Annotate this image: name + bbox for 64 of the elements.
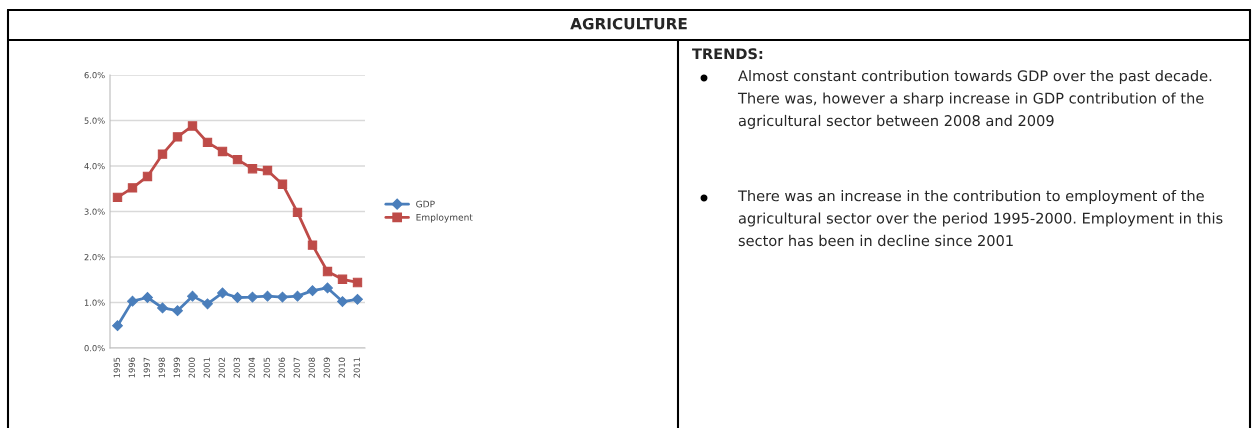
point <box>172 305 183 317</box>
point <box>142 292 153 303</box>
x-tick-label: 1996 <box>128 357 135 378</box>
x-tick-label: 2002 <box>218 357 225 378</box>
point <box>202 137 213 148</box>
y-tick-label: 3.0% <box>84 208 105 215</box>
point <box>202 298 213 310</box>
point <box>307 240 318 250</box>
point <box>187 121 198 131</box>
y-tick-label: 2.0% <box>84 253 105 261</box>
point <box>127 183 138 193</box>
x-tick-label: 2003 <box>233 357 240 378</box>
point <box>352 277 363 288</box>
x-tick-label: 2001 <box>203 357 210 378</box>
legend-label: Employment <box>416 213 473 223</box>
x-tick-label: 2007 <box>293 357 300 378</box>
x-tick-label: 1998 <box>158 357 165 378</box>
point <box>112 320 123 332</box>
point <box>322 282 333 294</box>
point <box>247 164 258 174</box>
x-tick-label: 2011 <box>353 357 360 378</box>
point <box>262 290 273 302</box>
x-tick-label: 2005 <box>263 357 270 378</box>
x-tick-label: 2010 <box>338 357 345 378</box>
x-tick-label: 1999 <box>173 357 180 378</box>
point <box>157 302 168 314</box>
y-tick-label: 1.0% <box>84 299 105 306</box>
point <box>172 132 183 142</box>
point <box>217 146 228 157</box>
point <box>232 292 243 303</box>
y-tick-label: 0.0% <box>84 344 105 352</box>
text: AGRICULTURE <box>570 17 687 30</box>
text: Almost constant contribution towards GDP over the past decade. There was, however a sharp increase in GDP contribution of the agricultural sector between 2008 and 2009 <box>737 70 1212 129</box>
point <box>292 290 303 302</box>
point <box>187 290 198 302</box>
x-tick-label: 2009 <box>323 357 330 378</box>
point <box>292 207 303 218</box>
point <box>112 192 123 203</box>
point <box>217 287 228 299</box>
point <box>307 285 318 297</box>
text: TRENDS: <box>692 48 763 60</box>
text: There was an increase in the contribution to employment of the agricultural sector over the period 1995-2000. Employment in this sector has been in decline since 2001 <box>737 190 1223 247</box>
point <box>337 274 348 284</box>
y-tick-label: 6.0% <box>84 71 105 79</box>
x-tick-label: 2000 <box>188 357 195 378</box>
point <box>142 171 153 182</box>
point <box>232 154 243 165</box>
x-tick-label: 2004 <box>248 357 255 378</box>
point <box>352 293 363 305</box>
y-tick-label: 5.0% <box>84 117 105 124</box>
legend-label: GDP <box>416 200 435 208</box>
point <box>262 165 273 176</box>
point <box>247 291 258 303</box>
point <box>322 266 333 277</box>
x-tick-label: 1995 <box>113 357 120 378</box>
point <box>157 149 168 159</box>
x-tick-label: 2008 <box>308 357 315 378</box>
point <box>127 295 138 307</box>
y-tick-label: 4.0% <box>84 162 105 170</box>
point <box>337 296 348 308</box>
x-tick-label: 1997 <box>143 357 150 378</box>
point <box>277 291 288 303</box>
x-tick-label: 2006 <box>278 357 285 378</box>
point <box>277 179 288 189</box>
